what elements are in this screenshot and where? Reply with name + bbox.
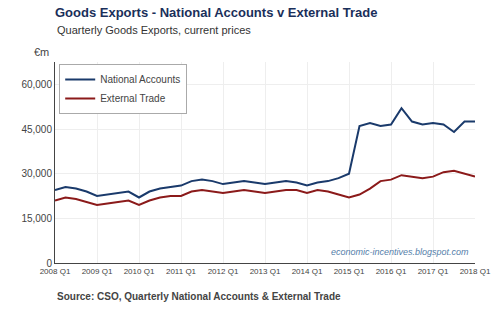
svg-text:Goods Exports - National Accou: Goods Exports - National Accounts v Exte… bbox=[55, 5, 377, 20]
svg-text:0: 0 bbox=[46, 258, 52, 269]
svg-text:2013 Q1: 2013 Q1 bbox=[250, 267, 281, 276]
svg-text:30,000: 30,000 bbox=[21, 168, 52, 179]
svg-text:15,000: 15,000 bbox=[21, 213, 52, 224]
svg-text:2015 Q1: 2015 Q1 bbox=[334, 267, 365, 276]
svg-text:€m: €m bbox=[34, 46, 49, 58]
svg-text:Source: CSO, Quarterly Nationa: Source: CSO, Quarterly National Accounts… bbox=[57, 291, 341, 302]
svg-text:External Trade: External Trade bbox=[100, 93, 165, 104]
svg-text:2014 Q1: 2014 Q1 bbox=[292, 267, 323, 276]
svg-text:Quarterly Goods Exports, curre: Quarterly Goods Exports, current prices bbox=[57, 24, 251, 36]
svg-text:2011 Q1: 2011 Q1 bbox=[166, 267, 197, 276]
svg-text:2016 Q1: 2016 Q1 bbox=[376, 267, 407, 276]
svg-text:2009 Q1: 2009 Q1 bbox=[82, 267, 113, 276]
svg-text:2018 Q1: 2018 Q1 bbox=[460, 267, 491, 276]
svg-text:45,000: 45,000 bbox=[21, 124, 52, 135]
svg-text:2008 Q1: 2008 Q1 bbox=[40, 267, 71, 276]
svg-text:2017 Q1: 2017 Q1 bbox=[418, 267, 449, 276]
svg-text:60,000: 60,000 bbox=[21, 79, 52, 90]
svg-text:2010 Q1: 2010 Q1 bbox=[124, 267, 155, 276]
svg-text:economic-incentives.blogspot.c: economic-incentives.blogspot.com bbox=[331, 247, 469, 257]
svg-text:2012 Q1: 2012 Q1 bbox=[208, 267, 239, 276]
svg-text:National Accounts: National Accounts bbox=[100, 74, 180, 85]
